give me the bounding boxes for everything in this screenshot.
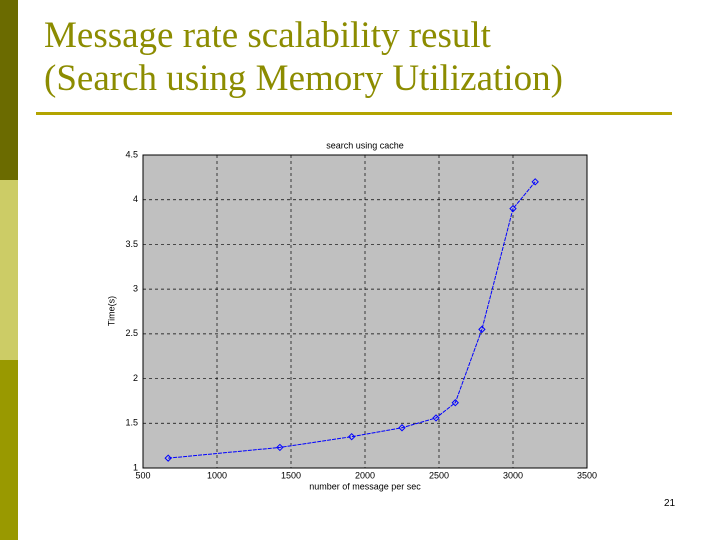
x-tick-label: 2500 bbox=[429, 470, 449, 480]
slide-title: Message rate scalability result (Search … bbox=[44, 14, 563, 100]
page-number: 21 bbox=[664, 498, 676, 509]
title-line: Message rate scalability result bbox=[44, 15, 491, 56]
x-tick-label: 3500 bbox=[577, 470, 597, 480]
y-axis-label: Time(s) bbox=[106, 296, 116, 326]
title-rule bbox=[36, 112, 672, 115]
point-marker bbox=[164, 454, 172, 462]
point-marker bbox=[276, 443, 284, 452]
y-tick-label: 3 bbox=[133, 284, 138, 294]
x-tick-label: 3000 bbox=[503, 470, 523, 480]
title-line: (Search using Memory Utilization) bbox=[44, 58, 563, 99]
x-tick-label: 1500 bbox=[281, 470, 301, 480]
y-tick-label: 4 bbox=[133, 194, 138, 204]
x-tick-label: 1000 bbox=[207, 470, 227, 480]
chart-title: search using cache bbox=[326, 140, 404, 150]
series-line bbox=[168, 181, 536, 459]
point-marker bbox=[509, 204, 517, 213]
point-marker bbox=[347, 432, 356, 441]
point-marker bbox=[432, 414, 440, 422]
bar-mid bbox=[0, 180, 18, 360]
y-tick-label: 3.5 bbox=[125, 239, 138, 249]
y-tick-label: 2 bbox=[133, 373, 138, 383]
bar-bottom bbox=[0, 360, 18, 540]
point-marker bbox=[478, 325, 486, 334]
y-tick-label: 1 bbox=[133, 462, 138, 472]
point-marker bbox=[398, 424, 406, 432]
y-tick-label: 4.5 bbox=[125, 149, 138, 159]
point-marker bbox=[531, 178, 539, 186]
y-tick-label: 1.5 bbox=[125, 418, 138, 428]
y-tick-label: 2.5 bbox=[125, 328, 138, 338]
bar-top bbox=[0, 0, 18, 180]
point-marker bbox=[451, 399, 459, 407]
x-tick-label: 2000 bbox=[355, 470, 375, 480]
x-tick-label: 500 bbox=[135, 470, 150, 480]
x-axis-label: number of message per sec bbox=[309, 481, 421, 491]
